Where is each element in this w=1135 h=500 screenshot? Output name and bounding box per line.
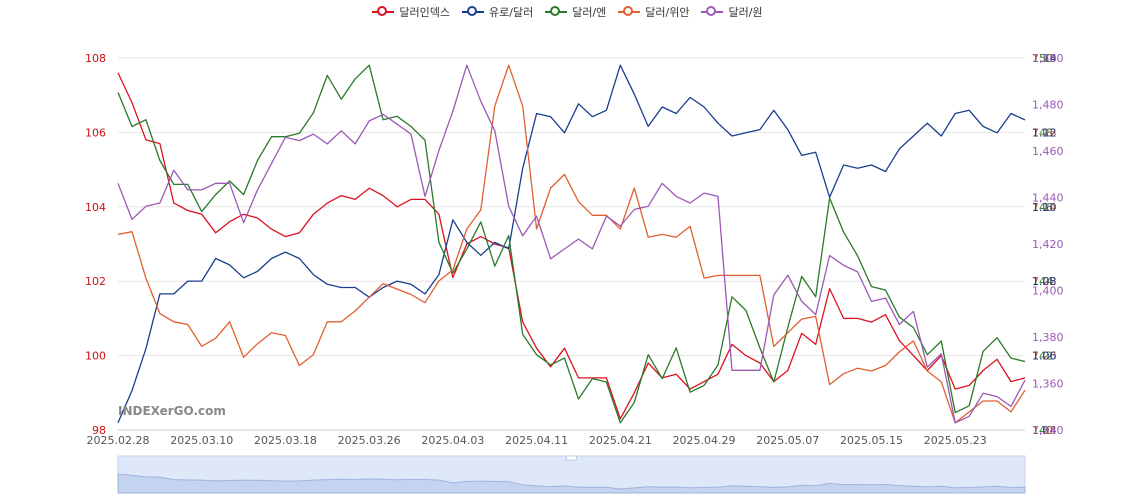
legend-label: 달러/원 (728, 6, 763, 19)
y-right-tick-label-eur: 1.10 (1032, 201, 1057, 214)
y-right-tick-label-krw: 1,420 (1032, 238, 1064, 251)
x-tick-label: 2025.05.15 (840, 434, 903, 447)
y-right-tick-label-cny: 7.24 (1032, 201, 1057, 214)
y-right-tick-label-krw: 1,500 (1032, 52, 1064, 65)
y-right-tick-label-jpy: 150 (1032, 52, 1053, 65)
legend-item-usd-krw[interactable]: 달러/원 (701, 3, 763, 21)
y-left-tick-label: 100 (85, 350, 106, 363)
legend-label: 달러인덱스 (399, 6, 451, 19)
y-right-tick-label-cny: 7.22 (1032, 275, 1057, 288)
x-tick-label: 2025.04.21 (589, 434, 652, 447)
x-tick-label: 2025.03.18 (254, 434, 317, 447)
x-tick-label: 2025.04.29 (673, 434, 736, 447)
y-right-tick-label-krw: 1,460 (1032, 145, 1064, 158)
y-right-tick-label-krw: 1,400 (1032, 285, 1064, 298)
y-right-tick-label-eur: 1.12 (1032, 126, 1057, 139)
y-right-tick-label-cny: 7.26 (1032, 126, 1057, 139)
series-line-2 (117, 64, 1026, 424)
legend-marker-icon (462, 5, 485, 19)
y-right-tick-label-krw: 1,480 (1032, 99, 1064, 112)
y-right-tick-label-jpy: 144 (1032, 275, 1053, 288)
y-right-tick-label-eur: 1.08 (1032, 275, 1057, 288)
legend-item-eur-usd[interactable]: 유로/달러 (462, 3, 533, 21)
legend-marker-icon (545, 5, 568, 19)
series-line-3 (117, 64, 1026, 424)
y-left-tick-label: 106 (85, 126, 106, 139)
x-tick-label: 2025.03.26 (338, 434, 401, 447)
y-right-tick-label-krw: 1,340 (1032, 424, 1064, 437)
watermark: INDEXerGO.com (118, 404, 226, 418)
y-right-tick-label-jpy: 142 (1032, 350, 1053, 363)
x-tick-label: 2025.04.11 (505, 434, 568, 447)
y-right-tick-label-jpy: 146 (1032, 201, 1053, 214)
x-tick-label: 2025.05.23 (924, 434, 987, 447)
y-right-tick-label-cny: 7.28 (1032, 52, 1057, 65)
x-tick-label: 2025.03.10 (170, 434, 233, 447)
y-right-tick-label-eur: 1.04 (1032, 424, 1057, 437)
x-tick-label: 2025.02.28 (87, 434, 150, 447)
series-line-0 (117, 72, 1026, 420)
chart-legend: 달러인덱스 유로/달러 달러/엔 달러/위안 달러/원 (0, 3, 1135, 21)
y-left-tick-label: 98 (92, 424, 106, 437)
legend-label: 달러/엔 (572, 6, 607, 19)
y-right-tick-label-eur: 1.06 (1032, 350, 1057, 363)
y-right-tick-label-cny: 7.18 (1032, 424, 1057, 437)
y-right-tick-label-jpy: 140 (1032, 424, 1053, 437)
legend-item-usd-jpy[interactable]: 달러/엔 (545, 3, 606, 21)
series-line-4 (117, 64, 1026, 424)
x-tick-label: 2025.05.07 (756, 434, 819, 447)
x-tick-label: 2025.04.03 (421, 434, 484, 447)
legend-marker-icon (701, 5, 724, 19)
y-right-tick-label-eur: 1.14 (1032, 52, 1057, 65)
y-right-tick-label-jpy: 148 (1032, 126, 1053, 139)
y-right-tick-label-krw: 1,440 (1032, 192, 1064, 205)
y-left-tick-label: 104 (85, 201, 106, 214)
y-left-tick-label: 102 (85, 275, 106, 288)
legend-item-dollar-index[interactable]: 달러인덱스 (372, 3, 450, 21)
navigator-area (117, 473, 1026, 494)
legend-marker-icon (372, 5, 395, 19)
y-left-tick-label: 108 (85, 52, 106, 65)
y-right-tick-label-krw: 1,380 (1032, 331, 1064, 344)
legend-marker-icon (618, 5, 641, 19)
y-right-tick-label-krw: 1,360 (1032, 378, 1064, 391)
legend-item-usd-cny[interactable]: 달러/위안 (618, 3, 689, 21)
series-line-1 (117, 64, 1026, 424)
navigator-handle (566, 455, 577, 461)
y-right-tick-label-cny: 7.20 (1032, 350, 1057, 363)
legend-label: 달러/위안 (645, 6, 690, 19)
legend-label: 유로/달러 (489, 6, 534, 19)
